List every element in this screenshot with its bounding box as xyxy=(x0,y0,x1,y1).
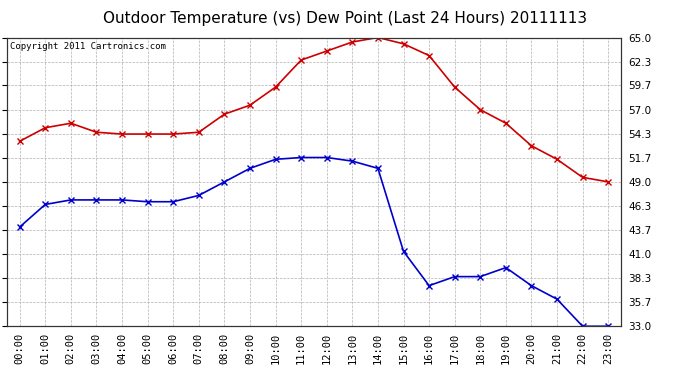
Text: Outdoor Temperature (vs) Dew Point (Last 24 Hours) 20111113: Outdoor Temperature (vs) Dew Point (Last… xyxy=(103,11,587,26)
Text: Copyright 2011 Cartronics.com: Copyright 2011 Cartronics.com xyxy=(10,42,166,51)
